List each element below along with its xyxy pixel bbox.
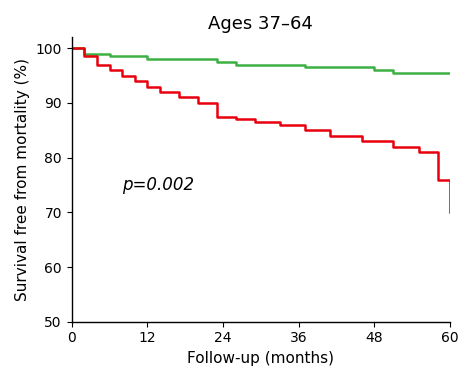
X-axis label: Follow-up (months): Follow-up (months): [187, 351, 335, 366]
Title: Ages 37–64: Ages 37–64: [209, 15, 313, 33]
Text: p=0.002: p=0.002: [122, 176, 194, 194]
Y-axis label: Survival free from mortality (%): Survival free from mortality (%): [15, 58, 30, 301]
